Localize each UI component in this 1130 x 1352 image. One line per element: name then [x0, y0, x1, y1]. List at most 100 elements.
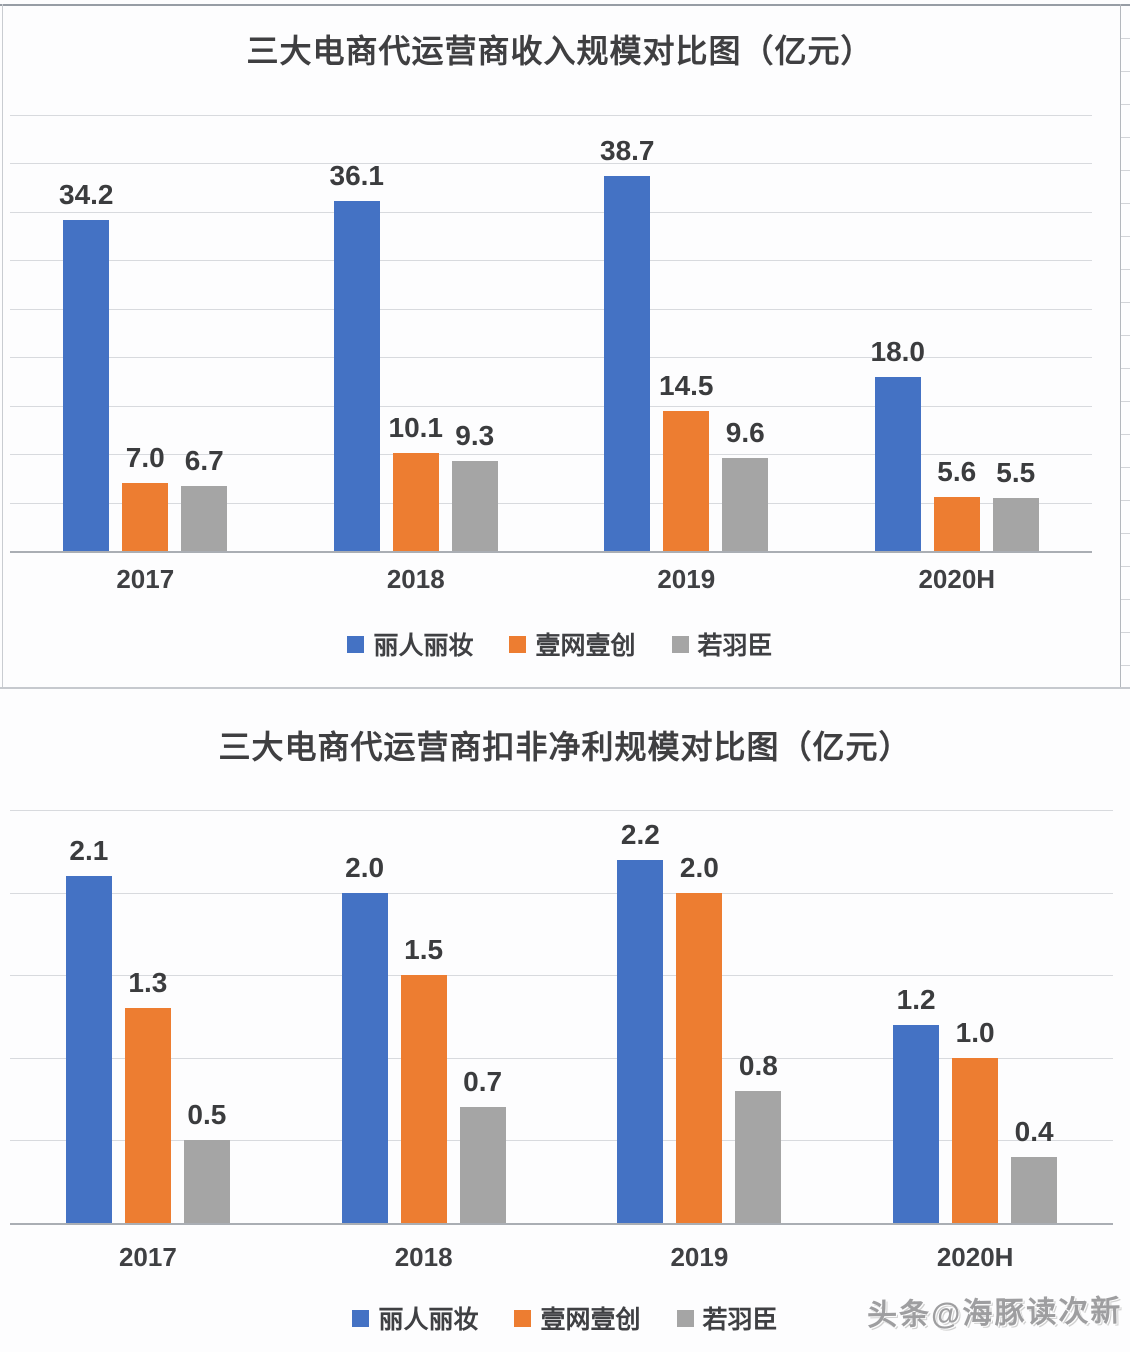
- bar-value-label: 1.5: [404, 934, 444, 966]
- bar-若羽臣-2019: 9.6: [722, 417, 769, 551]
- bar-壹网壹创-2018: 10.1: [389, 412, 443, 551]
- bar-value-label: 0.7: [463, 1066, 503, 1098]
- legend-label: 若羽臣: [702, 1306, 778, 1334]
- bar-group-2020H: 18.0 5.6 5.5: [822, 115, 1093, 551]
- profit-x-axis-labels: 2017 2018 2019 2020H: [10, 1242, 1113, 1273]
- bar-value-label: 0.8: [738, 1049, 778, 1081]
- revenue-plot-area: 34.2 7.0 6.7 36.1 10.1 9.3 38.7 14.5 9.6 18.0 5.6 5…: [10, 115, 1092, 553]
- legend-label: 壹网壹创: [540, 1306, 641, 1334]
- legend-label: 丽人丽妆: [378, 1306, 479, 1334]
- bar-value-label: 1.3: [128, 967, 168, 999]
- legend-label: 壹网壹创: [535, 632, 636, 660]
- right-gutter-ticks: [1121, 6, 1130, 687]
- bar-value-label: 2.0: [679, 851, 719, 883]
- bar-value-label: 1.0: [955, 1016, 995, 1048]
- gridline: [10, 975, 1113, 977]
- bar-group-2017: 2.1 1.3 0.5: [10, 810, 286, 1223]
- bar-value-label: 5.5: [996, 456, 1036, 488]
- legend-item-若羽臣: 若羽臣: [676, 1300, 778, 1336]
- bar-若羽臣-2017: 6.7: [181, 445, 228, 551]
- bar-丽人丽妆-2020H: 18.0: [871, 336, 925, 551]
- legend-swatch-icon: [676, 1309, 694, 1327]
- bar-壹网壹创-2019: 14.5: [659, 370, 714, 551]
- bar-group-2020H: 1.2 1.0 0.4: [837, 810, 1113, 1223]
- x-axis-label-2018: 2018: [394, 1242, 453, 1272]
- gridline: [10, 1057, 1113, 1059]
- x-axis-label-2019: 2019: [670, 1242, 729, 1272]
- legend-item-丽人丽妆: 丽人丽妆: [352, 1300, 478, 1336]
- legend-swatch-icon: [352, 1309, 370, 1327]
- bar-若羽臣-2018: 0.7: [459, 1066, 506, 1223]
- bar-若羽臣-2020H: 5.5: [992, 457, 1039, 551]
- bar-value-label: 10.1: [388, 412, 444, 444]
- bar-value-label: 2.0: [345, 851, 385, 883]
- panel-top-border: [0, 4, 1130, 6]
- bar-丽人丽妆-2017: 34.2: [59, 179, 114, 551]
- bar-丽人丽妆-2018: 2.0: [341, 852, 388, 1223]
- bar-壹网壹创-2020H: 5.6: [933, 456, 980, 551]
- bar-value-label: 14.5: [659, 369, 714, 401]
- x-axis-label-2020H: 2020H: [936, 1242, 1014, 1272]
- bar-groups: 2.1 1.3 0.5 2.0 1.5 0.7 2.2 2.0 0.8 1.2 1.0 0.4: [10, 810, 1113, 1223]
- gridline: [10, 211, 1092, 213]
- legend-label: 若羽臣: [697, 632, 773, 660]
- bar-丽人丽妆-2017: 2.1: [65, 835, 112, 1223]
- panel-left-border: [2, 4, 3, 689]
- legend-item-壹网壹创: 壹网壹创: [509, 626, 636, 662]
- profit-plot-area: 2.1 1.3 0.5 2.0 1.5 0.7 2.2 2.0 0.8 1.2 1.0 0.4: [10, 810, 1113, 1225]
- gridline: [10, 1140, 1113, 1142]
- gridline: [10, 115, 1092, 116]
- bar-若羽臣-2019: 0.8: [735, 1050, 782, 1223]
- legend-item-壹网壹创: 壹网壹创: [514, 1300, 641, 1336]
- bar-若羽臣-2017: 0.5: [183, 1099, 230, 1223]
- bar-value-label: 2.1: [69, 835, 109, 867]
- bar-丽人丽妆-2019: 2.2: [617, 819, 664, 1223]
- bar-壹网壹创-2019: 2.0: [676, 852, 723, 1223]
- legend-swatch-icon: [671, 635, 689, 653]
- bar-value-label: 7.0: [125, 442, 165, 474]
- bar-group-2018: 2.0 1.5 0.7: [286, 810, 562, 1223]
- profit-legend: 丽人丽妆 壹网壹创 若羽臣: [0, 1300, 1130, 1336]
- gridline: [10, 308, 1092, 310]
- bar-壹网壹创-2020H: 1.0: [952, 1017, 999, 1223]
- gridline: [10, 502, 1092, 504]
- bar-壹网壹创-2017: 1.3: [124, 967, 171, 1223]
- x-axis-label-2020H: 2020H: [918, 564, 996, 594]
- legend-label: 丽人丽妆: [373, 632, 474, 660]
- x-axis-line: [10, 1223, 1113, 1225]
- toutiao-watermark: 头条@海豚读次新: [866, 1294, 1123, 1333]
- x-axis-label-2017: 2017: [116, 564, 175, 594]
- x-axis-label-2017: 2017: [118, 1242, 177, 1272]
- bar-value-label: 36.1: [329, 160, 385, 192]
- legend-swatch-icon: [509, 635, 527, 653]
- gridline: [10, 454, 1092, 456]
- panel-divider: [0, 687, 1130, 689]
- x-axis-line: [10, 551, 1092, 553]
- bar-丽人丽妆-2019: 38.7: [600, 135, 655, 551]
- bar-group-2019: 2.2 2.0 0.8: [562, 810, 838, 1223]
- bar-groups: 34.2 7.0 6.7 36.1 10.1 9.3 38.7 14.5 9.6 18.0 5.6 5…: [10, 115, 1092, 551]
- bar-value-label: 34.2: [59, 178, 114, 210]
- bar-group-2018: 36.1 10.1 9.3: [281, 115, 552, 551]
- profit-chart-title: 三大电商代运营商扣非净利规模对比图（亿元）: [218, 729, 912, 765]
- bar-value-label: 6.7: [184, 445, 224, 477]
- bar-丽人丽妆-2020H: 1.2: [893, 984, 940, 1223]
- bar-value-label: 1.2: [896, 983, 936, 1015]
- bar-若羽臣-2018: 9.3: [451, 420, 498, 551]
- gridline: [10, 405, 1092, 407]
- bar-value-label: 38.7: [600, 135, 655, 167]
- gridline: [10, 357, 1092, 359]
- panel-right-border: [1120, 4, 1121, 689]
- bar-value-label: 9.3: [455, 419, 495, 451]
- legend-swatch-icon: [514, 1309, 532, 1327]
- bar-value-label: 2.2: [620, 818, 660, 850]
- gridline: [10, 810, 1113, 811]
- bar-value-label: 5.6: [937, 455, 977, 487]
- bar-value-label: 9.6: [725, 417, 765, 448]
- legend-item-丽人丽妆: 丽人丽妆: [347, 626, 473, 662]
- bar-壹网壹创-2017: 7.0: [122, 442, 169, 551]
- bar-value-label: 18.0: [870, 335, 926, 367]
- revenue-x-axis-labels: 2017 2018 2019 2020H: [10, 564, 1092, 595]
- bar-丽人丽妆-2018: 36.1: [330, 160, 384, 551]
